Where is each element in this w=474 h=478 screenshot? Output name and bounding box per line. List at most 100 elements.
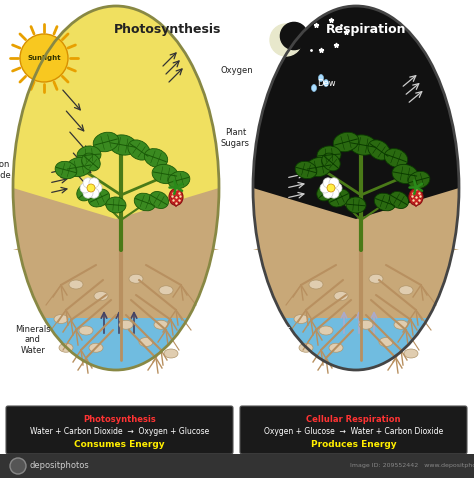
Ellipse shape	[169, 189, 183, 206]
Ellipse shape	[152, 164, 178, 184]
Ellipse shape	[409, 189, 423, 206]
Text: Oxygen + Glucose  →  Water + Carbon Dioxide: Oxygen + Glucose → Water + Carbon Dioxid…	[264, 427, 443, 436]
Ellipse shape	[106, 197, 126, 213]
Text: Carbon
Dioxide: Carbon Dioxide	[219, 160, 251, 180]
Ellipse shape	[144, 149, 168, 167]
Ellipse shape	[164, 349, 178, 358]
Ellipse shape	[299, 343, 313, 352]
Ellipse shape	[404, 349, 418, 358]
Text: Dew: Dew	[317, 79, 335, 88]
Text: Cellular Respiration: Cellular Respiration	[306, 415, 401, 424]
Text: Plant
Sugars: Plant Sugars	[461, 128, 474, 148]
Polygon shape	[410, 196, 421, 207]
Circle shape	[87, 184, 95, 192]
Circle shape	[329, 188, 339, 198]
Polygon shape	[13, 318, 219, 370]
Ellipse shape	[149, 192, 169, 208]
Text: Consumes Energy: Consumes Energy	[74, 440, 165, 449]
Ellipse shape	[374, 193, 396, 211]
Text: Water + Carbon Dioxide  →  Oxygen + Glucose: Water + Carbon Dioxide → Oxygen + Glucos…	[30, 427, 209, 436]
Text: Image ID: 209552442   www.depositphotos.com: Image ID: 209552442 www.depositphotos.co…	[350, 464, 474, 468]
Polygon shape	[170, 196, 182, 207]
Ellipse shape	[309, 280, 323, 289]
Ellipse shape	[349, 135, 377, 155]
Ellipse shape	[134, 193, 156, 211]
Ellipse shape	[317, 146, 341, 164]
Ellipse shape	[93, 132, 119, 152]
Text: Carbon
Dioxide: Carbon Dioxide	[0, 160, 11, 180]
Ellipse shape	[119, 320, 133, 329]
Text: Sunlight: Sunlight	[27, 55, 61, 61]
Ellipse shape	[168, 171, 190, 189]
Ellipse shape	[66, 157, 92, 177]
Polygon shape	[253, 318, 459, 370]
Text: depositphotos: depositphotos	[30, 461, 90, 470]
Ellipse shape	[369, 274, 383, 283]
Circle shape	[10, 458, 26, 474]
Text: Plant
Sugars: Plant Sugars	[221, 128, 250, 148]
Ellipse shape	[319, 326, 333, 335]
Circle shape	[83, 178, 93, 188]
Ellipse shape	[94, 292, 108, 301]
Ellipse shape	[77, 146, 101, 164]
Circle shape	[83, 188, 93, 198]
Ellipse shape	[89, 343, 103, 352]
Circle shape	[92, 183, 102, 193]
Ellipse shape	[253, 6, 459, 370]
Ellipse shape	[408, 171, 430, 189]
Ellipse shape	[399, 286, 413, 295]
Ellipse shape	[295, 161, 317, 179]
Text: Respiration: Respiration	[326, 23, 406, 36]
Ellipse shape	[368, 140, 390, 160]
Text: Minerals
and
Water: Minerals and Water	[15, 325, 51, 355]
Ellipse shape	[346, 197, 366, 213]
Ellipse shape	[77, 183, 95, 201]
Text: Oxygen: Oxygen	[461, 65, 474, 75]
Circle shape	[281, 22, 308, 50]
Ellipse shape	[317, 183, 335, 201]
Circle shape	[329, 178, 339, 188]
Ellipse shape	[390, 192, 409, 208]
Ellipse shape	[359, 320, 373, 329]
Circle shape	[80, 183, 90, 193]
Circle shape	[332, 183, 342, 193]
Bar	[0, 454, 474, 478]
Ellipse shape	[392, 164, 418, 184]
Ellipse shape	[323, 79, 328, 87]
Text: Oxygen: Oxygen	[221, 65, 254, 75]
Ellipse shape	[154, 320, 168, 329]
Ellipse shape	[333, 132, 359, 152]
Ellipse shape	[55, 161, 77, 179]
Circle shape	[327, 184, 335, 192]
Circle shape	[270, 24, 302, 56]
Ellipse shape	[59, 343, 73, 352]
Ellipse shape	[13, 6, 219, 370]
Ellipse shape	[69, 280, 83, 289]
Ellipse shape	[306, 157, 332, 177]
Ellipse shape	[139, 337, 153, 347]
Ellipse shape	[328, 189, 350, 207]
FancyBboxPatch shape	[6, 406, 233, 454]
Ellipse shape	[159, 286, 173, 295]
Ellipse shape	[128, 140, 150, 160]
Ellipse shape	[334, 292, 348, 301]
Circle shape	[323, 188, 333, 198]
Ellipse shape	[322, 153, 340, 171]
Circle shape	[20, 34, 68, 82]
Polygon shape	[253, 188, 459, 370]
Polygon shape	[13, 188, 219, 370]
Ellipse shape	[394, 320, 408, 329]
Ellipse shape	[54, 315, 68, 324]
Text: Minerals
and
Water: Minerals and Water	[255, 325, 291, 355]
Circle shape	[89, 178, 99, 188]
Ellipse shape	[109, 135, 137, 155]
Ellipse shape	[319, 75, 323, 82]
Circle shape	[323, 178, 333, 188]
Circle shape	[89, 188, 99, 198]
Ellipse shape	[294, 315, 308, 324]
Ellipse shape	[129, 274, 143, 283]
Ellipse shape	[311, 85, 317, 91]
Text: Photosynthesis: Photosynthesis	[83, 415, 156, 424]
Circle shape	[320, 183, 330, 193]
Ellipse shape	[384, 149, 408, 167]
